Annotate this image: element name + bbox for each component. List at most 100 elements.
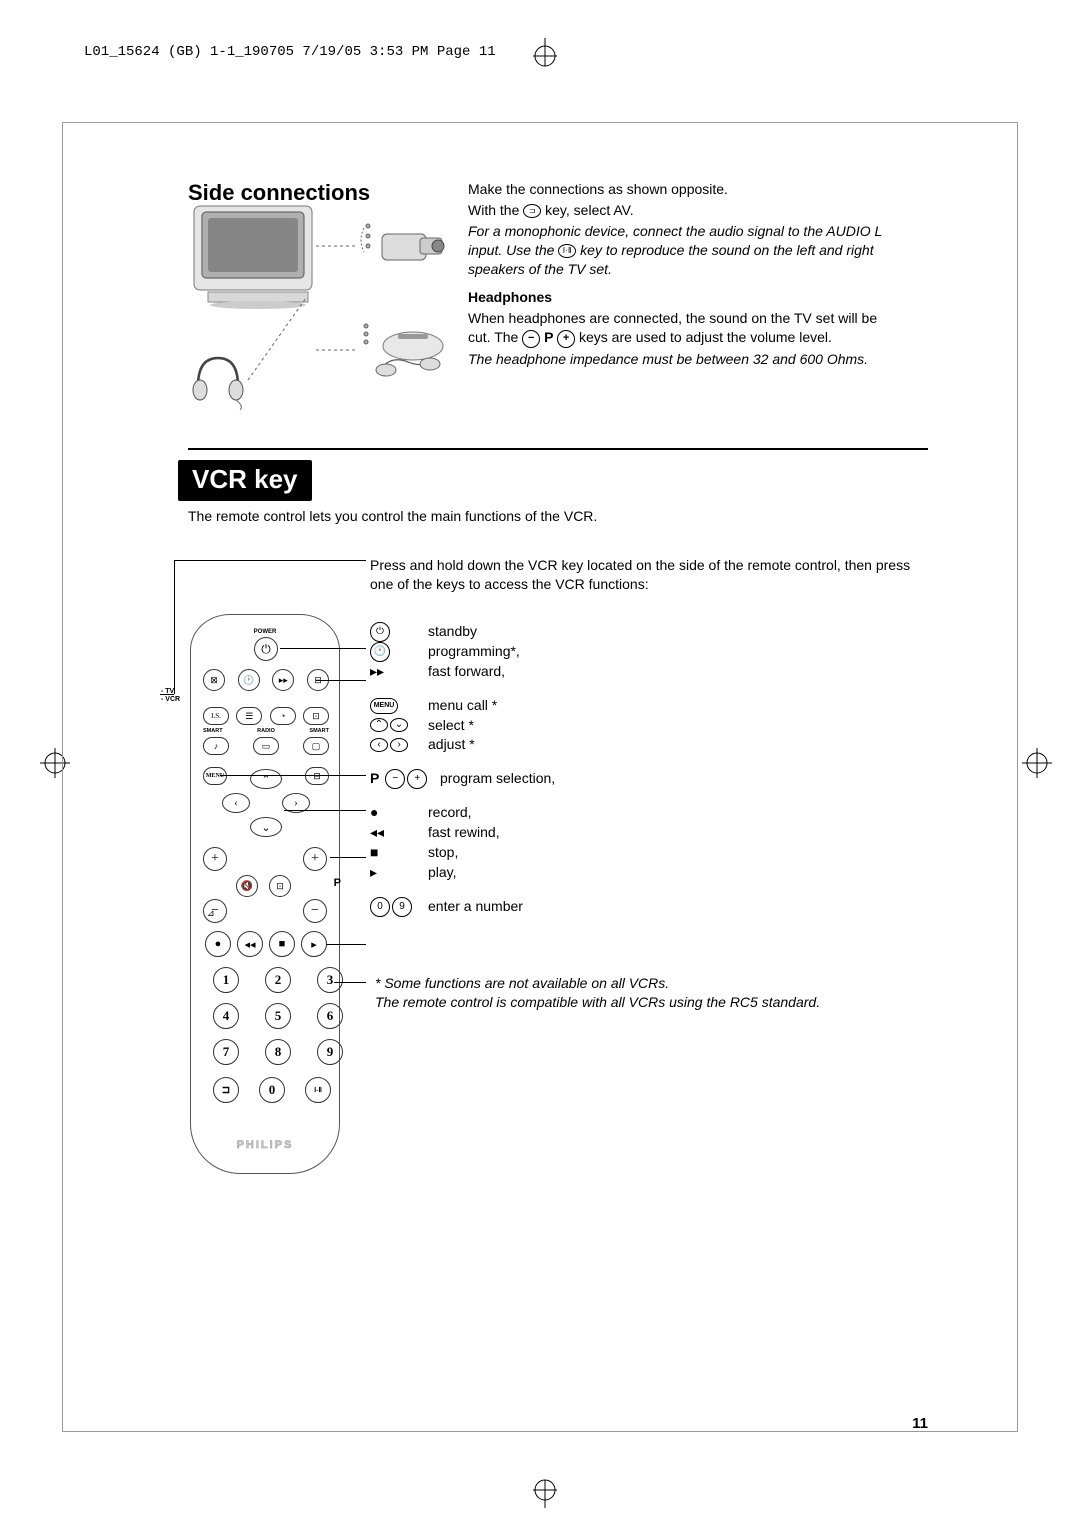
num-3: 3 — [317, 967, 343, 993]
left-icon: ‹ — [370, 738, 388, 752]
func-label: select * — [428, 716, 474, 736]
num-7: 7 — [213, 1039, 239, 1065]
info-button-icon: ⊟ — [305, 767, 329, 785]
p-minus-icon: − — [385, 769, 405, 789]
connection-lines — [188, 200, 458, 420]
side-connections-text: Make the connections as shown opposite. … — [468, 180, 898, 370]
side-connections-illustration — [188, 200, 458, 420]
down-icon: ⌄ — [390, 718, 408, 732]
vol-plus-icon: + — [203, 847, 227, 871]
num0-icon: 0 — [370, 897, 390, 917]
func-label: adjust * — [428, 735, 475, 755]
num-2: 2 — [265, 967, 291, 993]
num-6: 6 — [317, 1003, 343, 1029]
crop-mark-bottom — [530, 1468, 560, 1508]
leader-line — [220, 775, 366, 776]
prog-plus-icon: + — [303, 847, 327, 871]
leader-line — [160, 694, 174, 695]
remote-body: POWER ⏻ ⊠ 🕐 ▸▸ ⊟ - TV - VCR I.S. ☰ ◔ ⊡ S… — [190, 614, 340, 1174]
func-label: record, — [428, 803, 472, 823]
record-sym-icon: ● — [370, 803, 378, 823]
rewind-sym-icon: ◂◂ — [370, 823, 384, 843]
func-label: play, — [428, 863, 457, 883]
smart-sound-icon: ♪ — [203, 737, 229, 755]
leader-line — [330, 857, 366, 858]
stop-icon: ■ — [269, 931, 295, 957]
vcr-intro-text: The remote control lets you control the … — [188, 508, 597, 524]
remote-illustration: POWER ⏻ ⊠ 🕐 ▸▸ ⊟ - TV - VCR I.S. ☰ ◔ ⊡ S… — [190, 614, 340, 1174]
leader-line — [316, 680, 366, 681]
vcr-press-hold-text: Press and hold down the VCR key located … — [370, 556, 920, 594]
timer-icon: ◔ — [270, 707, 296, 725]
play-icon: ▸ — [301, 931, 327, 957]
section-divider — [188, 448, 928, 450]
mute-icon: 🔇 — [236, 875, 258, 897]
prog-cluster: + − — [303, 847, 327, 923]
up-icon: ⌃ — [370, 718, 388, 732]
func-label: menu call * — [428, 696, 497, 716]
format-icon: ⊡ — [303, 707, 329, 725]
is-icon: I.S. — [203, 707, 229, 725]
num9-icon: 9 — [392, 897, 412, 917]
vcr-side-icon: ⊡ — [269, 875, 291, 897]
footnote-line: * Some functions are not available on al… — [375, 974, 915, 993]
minus-key-icon: − — [522, 330, 540, 348]
reg-mark-right — [1022, 748, 1052, 778]
menu-button-icon: MENU — [203, 767, 227, 785]
play-sym-icon: ▸ — [370, 863, 377, 883]
remote-row-4: ♪ ▭ ▢ — [203, 737, 329, 755]
ff-icon: ▸▸ — [272, 669, 294, 691]
power-button-icon: ⏻ — [254, 637, 278, 661]
transport-row: ● ◂◂ ■ ▸ — [205, 931, 327, 957]
brand-label: PHILIPS — [191, 1139, 339, 1151]
av-key-icon: ⊐ — [213, 1077, 239, 1103]
nav-cluster: ⌃ ⌄ ‹ › — [226, 769, 306, 849]
func-label: fast rewind, — [428, 823, 500, 843]
leader-line — [174, 560, 366, 561]
radio-icon: ▭ — [253, 737, 279, 755]
text: keys are used to adjust the volume level… — [579, 329, 832, 345]
dual-sound-icon: Ⅰ-Ⅱ — [305, 1077, 331, 1103]
p-key-label: P — [544, 329, 557, 345]
page-number: 11 — [912, 1415, 928, 1432]
num-5: 5 — [265, 1003, 291, 1029]
leader-line — [280, 648, 366, 649]
leader-line — [284, 810, 366, 811]
nav-left-icon: ‹ — [222, 793, 250, 813]
num-4: 4 — [213, 1003, 239, 1029]
dual-sound-key-icon: Ⅰ·Ⅱ — [558, 244, 576, 258]
func-label: stop, — [428, 843, 458, 863]
p-plus-icon: + — [407, 769, 427, 789]
av-key-icon: ⊐ — [523, 204, 541, 218]
menu-call-icon: MENU — [370, 698, 398, 714]
headphone-impedance-note: The headphone impedance must be between … — [468, 350, 898, 369]
standby-icon: ⏻ — [370, 622, 390, 642]
remote-row-3: I.S. ☰ ◔ ⊡ — [203, 707, 329, 725]
remote-row-2: ⊠ 🕐 ▸▸ ⊟ — [203, 669, 329, 691]
text: Make the connections as shown opposite. — [468, 181, 728, 197]
vcr-footnote: * Some functions are not available on al… — [375, 974, 915, 1012]
num-0: 0 — [259, 1077, 285, 1103]
text: key, select AV. — [545, 202, 633, 218]
vcr-function-list: ⏻standby 🕐programming*, ▸▸fast forward, … — [370, 622, 555, 931]
num-8: 8 — [265, 1039, 291, 1065]
nav-up-icon: ⌃ — [250, 769, 282, 789]
func-label: fast forward, — [428, 662, 505, 682]
crop-mark-top — [530, 38, 560, 78]
num-1: 1 — [213, 967, 239, 993]
text: With the — [468, 202, 523, 218]
clock-icon: 🕐 — [238, 669, 260, 691]
vcr-key-heading: VCR key — [178, 460, 312, 501]
record-icon: ● — [205, 931, 231, 957]
right-icon: › — [390, 738, 408, 752]
stop-sym-icon: ■ — [370, 843, 378, 863]
footnote-line: The remote control is compatible with al… — [375, 993, 915, 1012]
imposition-header: L01_15624 (GB) 1-1_190705 7/19/05 3:53 P… — [84, 44, 496, 60]
leader-line — [326, 944, 366, 945]
func-label: standby — [428, 622, 477, 642]
num-9: 9 — [317, 1039, 343, 1065]
smart-picture-icon: ▢ — [303, 737, 329, 755]
list-icon: ☰ — [236, 707, 262, 725]
prog-minus-icon: − — [303, 899, 327, 923]
leader-line-vert — [174, 560, 175, 694]
